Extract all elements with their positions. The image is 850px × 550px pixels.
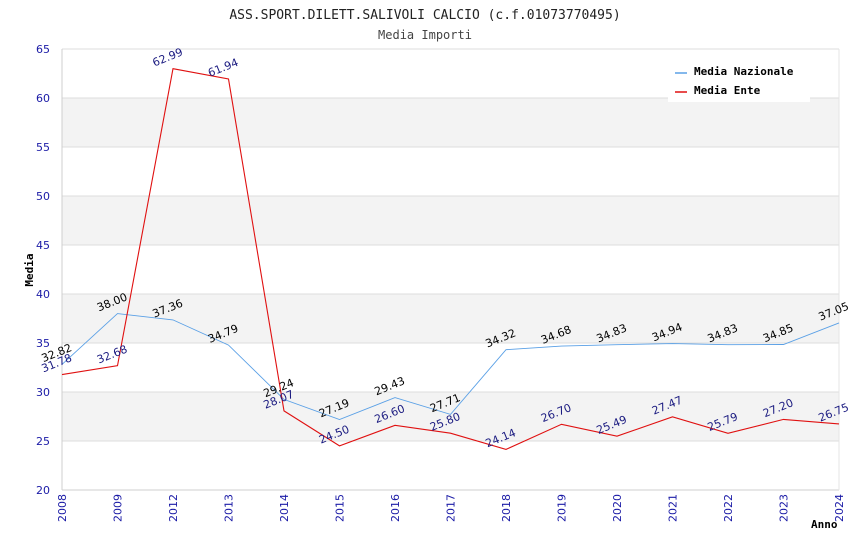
plot-band [62, 196, 839, 245]
x-tick-label: 2009 [112, 494, 125, 522]
series-line-media-ente [61, 68, 840, 450]
y-tick-label: 20 [36, 484, 50, 497]
plot-bands [62, 49, 839, 490]
y-tick-label: 30 [36, 386, 50, 399]
x-tick-label: 2022 [722, 494, 735, 522]
y-tick-label: 65 [36, 43, 50, 56]
y-tick-label: 55 [36, 141, 50, 154]
legend-label-media-ente: Media Ente [694, 84, 761, 97]
x-tick-label: 2017 [445, 494, 458, 522]
x-axis-label: Anno [811, 518, 838, 531]
y-tick-label: 25 [36, 435, 50, 448]
chart-subtitle: Media Importi [378, 28, 472, 42]
y-axis-label: Media [23, 253, 36, 286]
y-tick-label: 60 [36, 92, 50, 105]
x-tick-label: 2012 [167, 494, 180, 522]
grid-lines [61, 48, 840, 491]
x-tick-label: 2008 [56, 494, 69, 522]
x-tick-label: 2013 [223, 494, 236, 522]
x-tick-label: 2020 [611, 494, 624, 522]
legend-background [668, 58, 810, 102]
x-tick-label: 2015 [334, 494, 347, 522]
y-tick-label: 40 [36, 288, 50, 301]
chart-title: ASS.SPORT.DILETT.SALIVOLI CALCIO (c.f.01… [229, 8, 620, 23]
series-group [61, 68, 840, 450]
x-tick-label: 2024 [833, 494, 846, 522]
series-line-media-nazionale [61, 313, 840, 420]
plot-band [62, 98, 839, 147]
plot-band [62, 294, 839, 343]
x-tick-label: 2018 [500, 494, 513, 522]
x-tick-label: 2021 [667, 494, 680, 522]
y-tick-label: 45 [36, 239, 50, 252]
x-tick-label: 2014 [278, 494, 291, 522]
x-tick-label: 2016 [389, 494, 402, 522]
y-tick-label: 50 [36, 190, 50, 203]
x-axis-ticks: 2008 2009 2012 2013 2014 2015 2016 2017 2018 2019… [56, 494, 846, 522]
x-tick-label: 2023 [778, 494, 791, 522]
x-tick-label: 2019 [556, 494, 569, 522]
y-tick-label: 35 [36, 337, 50, 350]
legend-label-media-nazionale: Media Nazionale [694, 65, 794, 78]
y-axis-ticks: 20 25 30 35 40 45 50 55 60 65 [36, 43, 50, 497]
legend: Media Nazionale Media Ente [668, 58, 810, 102]
